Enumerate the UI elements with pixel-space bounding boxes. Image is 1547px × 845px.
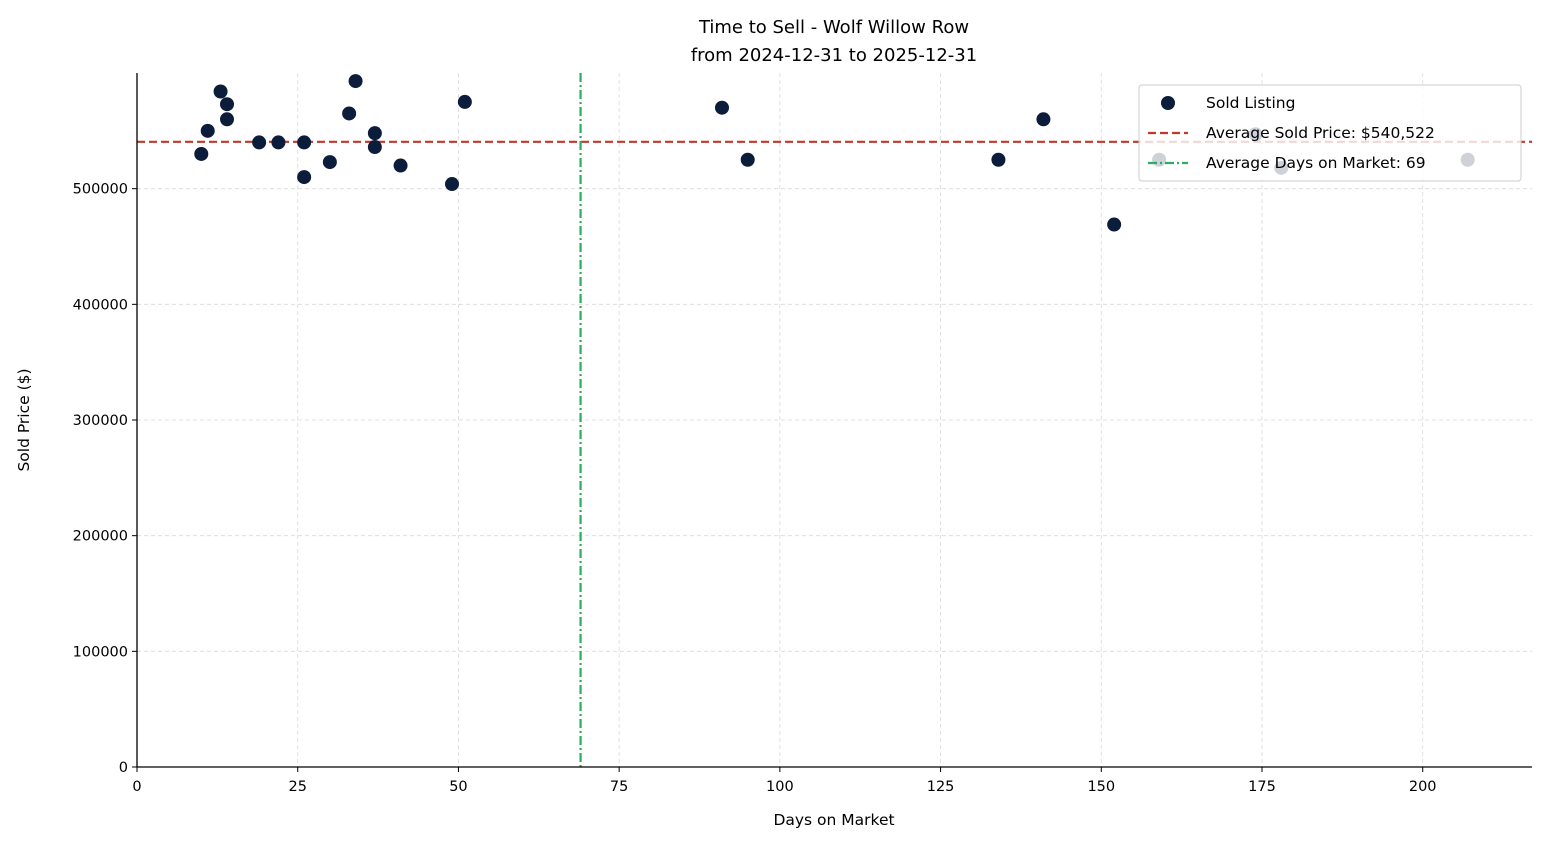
scatter-point: [1036, 112, 1051, 127]
y-tick-label: 200000: [73, 529, 128, 545]
x-axis-ticks: 0 25 50 75 100 125 150 175 200: [132, 767, 1437, 795]
scatter-point: [213, 84, 228, 99]
scatter-point: [200, 123, 215, 138]
scatter-point: [1107, 217, 1122, 232]
scatter-point: [393, 158, 408, 173]
x-tick-label: 50: [449, 779, 467, 795]
y-tick-label: 0: [119, 760, 128, 776]
legend-marker-sold-listing: [1161, 96, 1175, 110]
scatter-point: [348, 74, 363, 89]
scatter-point: [220, 112, 234, 127]
scatter-point: [740, 152, 755, 167]
x-tick-label: 100: [766, 779, 794, 795]
scatter-point: [715, 100, 729, 115]
x-tick-label: 175: [1248, 779, 1276, 795]
x-axis-label: Days on Market: [773, 811, 894, 829]
legend-box: [1138, 84, 1522, 182]
x-tick-label: 75: [610, 779, 628, 795]
grid-lines: [137, 73, 1532, 767]
legend-label-avg-price: Average Sold Price: $540,522: [1206, 124, 1435, 142]
scatter-point: [271, 135, 286, 150]
scatter-point: [220, 97, 234, 112]
chart-title: Time to Sell - Wolf Willow Row: [698, 17, 969, 38]
scatter-point: [194, 146, 209, 161]
chart-subtitle: from 2024-12-31 to 2025-12-31: [691, 45, 977, 66]
y-tick-label: 500000: [73, 182, 128, 198]
x-tick-label: 150: [1087, 779, 1115, 795]
scatter-point: [445, 177, 459, 192]
y-tick-label: 300000: [73, 413, 128, 429]
y-tick-label: 400000: [73, 297, 128, 313]
x-tick-label: 125: [927, 779, 955, 795]
scatter-point: [457, 94, 472, 109]
scatter-point: [367, 126, 382, 141]
scatter-point: [252, 135, 267, 150]
y-axis-label: Sold Price ($): [15, 368, 33, 471]
scatter-point: [322, 155, 337, 170]
scatter-point: [297, 170, 312, 185]
scatter-point: [297, 135, 312, 150]
y-axis-ticks: 0 100000 200000 300000 400000 500000: [73, 182, 137, 776]
y-tick-label: 100000: [73, 644, 128, 660]
scatter-point: [342, 106, 357, 121]
scatter-point: [367, 140, 382, 155]
scatter-point: [991, 152, 1006, 167]
legend-label-sold-listing: Sold Listing: [1206, 94, 1295, 112]
legend: Sold Listing Average Sold Price: $540,52…: [1138, 84, 1522, 182]
x-tick-label: 25: [288, 779, 306, 795]
reference-lines: [137, 73, 1532, 767]
x-tick-label: 200: [1409, 779, 1437, 795]
legend-label-avg-days: Average Days on Market: 69: [1206, 154, 1426, 172]
x-tick-label: 0: [132, 779, 141, 795]
